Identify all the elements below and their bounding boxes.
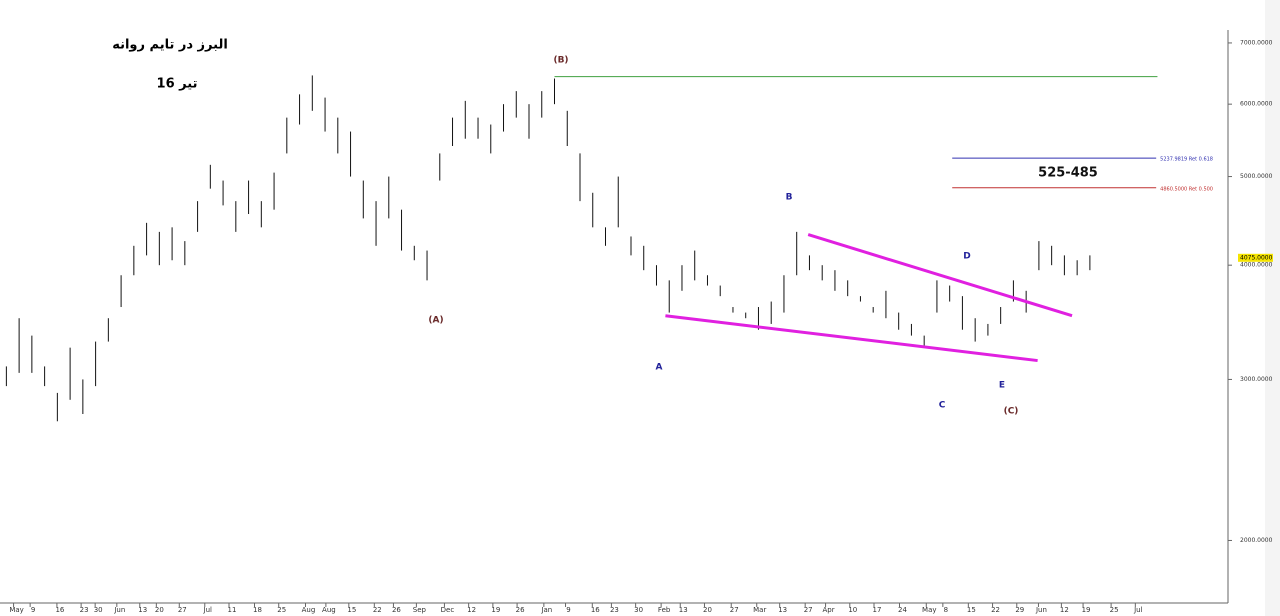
x-tick-label: Jan [540,606,552,614]
x-tick-label: 25 [277,606,286,614]
x-tick-label: 20 [703,606,712,614]
x-tick-label: Aug [322,606,336,614]
x-tick-label: 16 [591,606,600,614]
x-tick-label: 9 [31,606,35,614]
x-tick-label: 27 [178,606,187,614]
annotation: B [786,193,793,203]
x-tick-label: 15 [967,606,976,614]
x-tick-label: Feb [658,606,671,614]
x-tick-label: 29 [1015,606,1024,614]
x-tick-label: 18 [253,606,262,614]
x-tick-label: 26 [392,606,401,614]
x-tick-label: May [922,606,936,614]
x-tick-label: 13 [138,606,147,614]
x-tick-label: 23 [80,606,89,614]
x-tick-label: Mar [753,606,766,614]
x-tick-label: 15 [347,606,356,614]
x-tick-label: Jul [203,606,213,614]
annotation: (B) [553,56,568,66]
x-tick-label: 10 [848,606,857,614]
annotation: (A) [428,316,443,326]
x-tick-label: 30 [94,606,103,614]
annotation: A [656,363,663,373]
x-tick-label: 19 [491,606,500,614]
annotation: E [999,381,1005,391]
chart-title: البرز در تایم روانه [112,38,228,53]
x-tick-label: 19 [1082,606,1091,614]
x-tick-label: Jun [113,606,125,614]
x-tick-label: 8 [944,606,948,614]
y-tick-label: 2000.0000 [1240,537,1273,544]
x-tick-label: 20 [155,606,164,614]
toolbar [1265,0,1280,616]
x-tick-label: May [9,606,23,614]
x-tick-label: Aug [302,606,316,614]
y-tick-label: 6000.0000 [1240,101,1273,108]
annotation: C [939,401,946,411]
chart-subtitle: 16 تیر [157,77,198,92]
x-tick-label: Dec [441,606,455,614]
x-tick-label: 12 [467,606,476,614]
x-tick-label: Jun [1035,606,1047,614]
x-tick-label: 12 [1060,606,1069,614]
trend-line [665,314,1038,363]
x-tick-label: 27 [804,606,813,614]
level-label: 4860.5000 Ret 0.500 [1160,186,1213,192]
x-tick-label: 26 [516,606,525,614]
x-tick-label: Apr [823,606,835,614]
x-tick-label: 25 [1110,606,1119,614]
x-tick-label: 13 [679,606,688,614]
level-label: 5237.9819 Ret 0.618 [1160,157,1213,163]
x-tick-label: 13 [778,606,787,614]
trend-line [807,233,1073,318]
annotation: (C) [1004,407,1019,417]
annotation: D [963,252,970,262]
x-tick-label: 17 [873,606,882,614]
x-tick-label: Jul [1133,606,1143,614]
annotation: 525-485 [1038,166,1098,181]
x-tick-label: 16 [55,606,64,614]
x-tick-label: 23 [610,606,619,614]
x-tick-label: 24 [898,606,907,614]
last-price-label: 4075.0000 [1240,254,1273,261]
y-tick-label: 3000.0000 [1240,376,1273,383]
x-tick-label: Sep [413,606,427,614]
y-tick-label: 5000.0000 [1240,173,1273,180]
x-tick-label: 9 [566,606,570,614]
x-tick-label: 22 [373,606,382,614]
last-price-box [1238,253,1273,262]
x-tick-label: 11 [228,606,237,614]
x-tick-label: 22 [991,606,1000,614]
x-tick-label: 27 [730,606,739,614]
y-tick-label: 7000.0000 [1240,39,1273,46]
y-tick-label: 4000.0000 [1240,262,1273,269]
x-tick-label: 30 [634,606,643,614]
